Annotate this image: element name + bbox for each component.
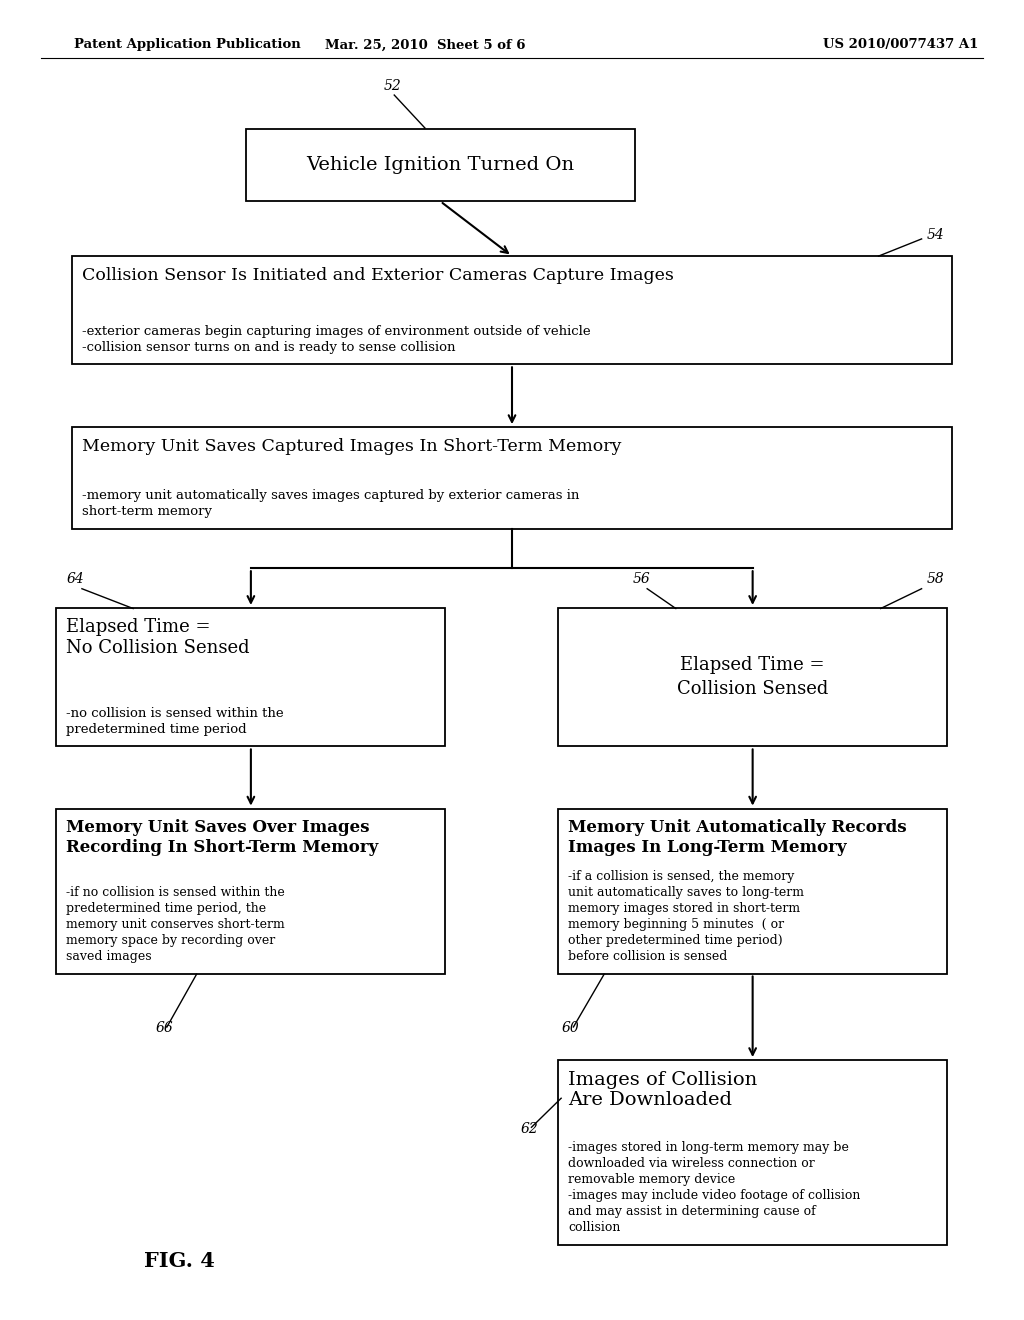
Text: Patent Application Publication: Patent Application Publication (74, 38, 300, 51)
Text: -no collision is sensed within the
predetermined time period: -no collision is sensed within the prede… (67, 708, 284, 737)
Bar (246, 128, 635, 201)
Text: -exterior cameras begin capturing images of environment outside of vehicle
-coll: -exterior cameras begin capturing images… (82, 325, 590, 354)
Text: 52: 52 (384, 79, 401, 92)
Text: 54: 54 (927, 228, 944, 242)
Text: Vehicle Ignition Turned On: Vehicle Ignition Turned On (306, 156, 574, 174)
Text: FIG. 4: FIG. 4 (143, 1250, 215, 1271)
Text: -if no collision is sensed within the
predetermined time period, the
memory unit: -if no collision is sensed within the pr… (67, 886, 285, 964)
Bar (72, 428, 952, 528)
Text: Elapsed Time =
No Collision Sensed: Elapsed Time = No Collision Sensed (67, 618, 250, 657)
Bar (558, 609, 947, 747)
Text: Elapsed Time =
Collision Sensed: Elapsed Time = Collision Sensed (677, 656, 828, 698)
Bar (558, 808, 947, 974)
Text: Memory Unit Saves Over Images
Recording In Short-Term Memory: Memory Unit Saves Over Images Recording … (67, 818, 379, 855)
Text: Mar. 25, 2010  Sheet 5 of 6: Mar. 25, 2010 Sheet 5 of 6 (325, 38, 525, 51)
Text: Memory Unit Automatically Records
Images In Long-Term Memory: Memory Unit Automatically Records Images… (568, 818, 906, 855)
Bar (72, 256, 952, 364)
Bar (56, 609, 445, 747)
Bar (558, 1060, 947, 1245)
Text: 66: 66 (156, 1022, 173, 1035)
Text: 58: 58 (927, 573, 944, 586)
Text: Memory Unit Saves Captured Images In Short-Term Memory: Memory Unit Saves Captured Images In Sho… (82, 438, 621, 454)
Text: 62: 62 (520, 1122, 538, 1135)
Text: 60: 60 (561, 1022, 579, 1035)
Text: US 2010/0077437 A1: US 2010/0077437 A1 (823, 38, 979, 51)
Text: -if a collision is sensed, the memory
unit automatically saves to long-term
memo: -if a collision is sensed, the memory un… (568, 870, 804, 964)
Text: Images of Collision
Are Downloaded: Images of Collision Are Downloaded (568, 1071, 757, 1109)
Text: 56: 56 (633, 573, 650, 586)
Text: 64: 64 (67, 573, 84, 586)
Bar (56, 808, 445, 974)
Text: -memory unit automatically saves images captured by exterior cameras in
short-te: -memory unit automatically saves images … (82, 490, 579, 517)
Text: Collision Sensor Is Initiated and Exterior Cameras Capture Images: Collision Sensor Is Initiated and Exteri… (82, 267, 674, 284)
Text: -images stored in long-term memory may be
downloaded via wireless connection or
: -images stored in long-term memory may b… (568, 1142, 860, 1234)
